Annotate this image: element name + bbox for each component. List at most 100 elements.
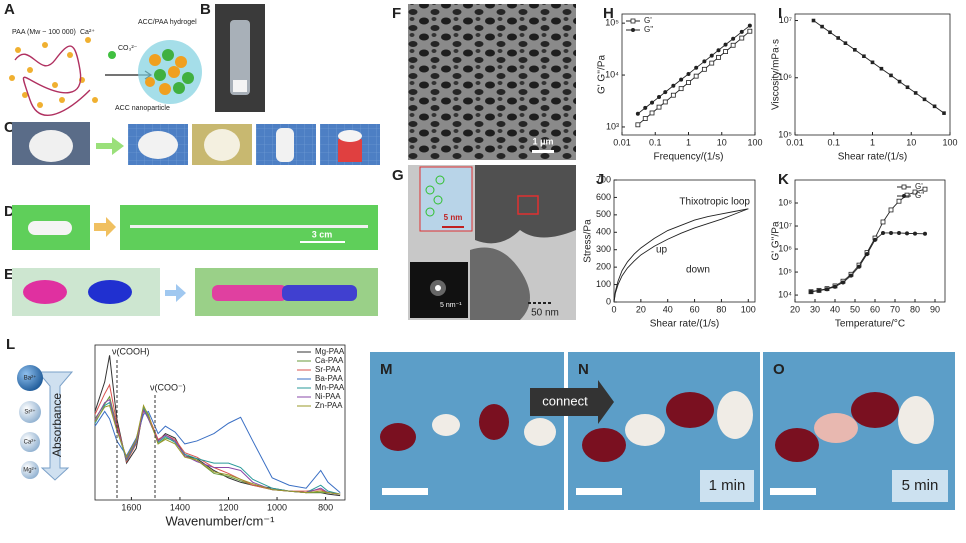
- x-tick-label: 1600: [121, 502, 141, 512]
- panel-b: B: [200, 1, 265, 112]
- vial: [230, 20, 250, 95]
- annotation: Ca²⁺: [24, 439, 37, 446]
- x-tick-label: 100: [741, 304, 756, 314]
- time-label: 5 min: [902, 477, 939, 494]
- x-tick-label: 90: [930, 304, 940, 314]
- data-point: [912, 189, 918, 195]
- legend-marker: [631, 28, 635, 32]
- x-tick-label: 10: [717, 137, 727, 147]
- annotation: Ca²⁺: [80, 29, 95, 36]
- annotation: Mg²⁺: [23, 467, 37, 474]
- y-tick-label: 10³: [606, 121, 619, 131]
- scale-label: 1 μm: [532, 136, 553, 146]
- annotation: ACC nanoparticle: [115, 105, 170, 112]
- panel-g: G 5 nm 5 nm⁻¹ 50 nm: [392, 165, 576, 320]
- annotation: CO₃²⁻: [118, 45, 138, 52]
- data-point: [942, 111, 946, 115]
- annotation: down: [686, 265, 710, 276]
- x-axis-label: Shear rate/(1/s): [838, 152, 907, 163]
- plot-frame: [613, 179, 756, 303]
- data-point: [836, 36, 840, 40]
- annotation: PAA (Mw ~ 100 000): [12, 29, 76, 36]
- x-tick-label: 1: [870, 137, 875, 147]
- data-point: [913, 91, 918, 95]
- data-point: [716, 54, 721, 60]
- arrow: [530, 380, 614, 424]
- y-tick-label: 10⁶: [778, 72, 792, 82]
- annotation: Ba²⁺: [24, 375, 37, 382]
- data-point: [889, 230, 893, 235]
- y-tick-label: 10⁸: [778, 197, 792, 207]
- data-point: [913, 231, 917, 236]
- ions: [9, 37, 98, 108]
- data-point: [747, 23, 752, 28]
- series-line: [637, 30, 751, 126]
- data-point: [662, 99, 668, 105]
- panel-m: M: [370, 352, 564, 510]
- data-point: [873, 237, 877, 242]
- data-point: [716, 48, 721, 53]
- x-tick-label: 30: [810, 304, 820, 314]
- data-point: [880, 219, 886, 225]
- x-tick-label: 0.01: [613, 137, 631, 147]
- panel-letter: I: [778, 5, 782, 22]
- data-point: [671, 83, 676, 88]
- plot-frame: [794, 13, 951, 136]
- data-point: [723, 49, 728, 54]
- panel-letter: N: [578, 361, 589, 378]
- y-axis-label: Stress/Pa: [583, 219, 594, 263]
- data-point: [739, 35, 745, 41]
- series-line: [94, 383, 341, 495]
- data-point: [709, 53, 714, 58]
- panel-a: A PAA (Mw ~ 100 000) Ca²⁺ CO₃²⁻ ACC/PAA …: [4, 1, 202, 116]
- x-tick-label: 20: [636, 304, 646, 314]
- carbonate: [108, 51, 116, 59]
- data-point: [650, 100, 655, 105]
- data-point: [747, 28, 753, 34]
- x-tick-label: 1000: [267, 502, 287, 512]
- y-tick-label: 10⁶: [778, 243, 792, 253]
- data-point: [739, 29, 744, 34]
- annotation: up: [656, 245, 668, 256]
- data-point: [825, 287, 829, 292]
- data-point: [643, 105, 648, 110]
- panel-letter: H: [603, 5, 614, 22]
- data-point: [932, 104, 937, 109]
- panel-letter: D: [4, 203, 15, 220]
- data-point: [686, 80, 691, 85]
- panel-e: E: [4, 266, 378, 316]
- data-point: [843, 41, 848, 45]
- annotation: ACC/PAA hydrogel: [138, 19, 197, 26]
- data-point: [896, 198, 902, 204]
- markers: [425, 175, 445, 217]
- series-line: [613, 208, 749, 303]
- legend-label: G': [915, 182, 923, 191]
- series-line: [813, 20, 945, 114]
- y-tick-label: 600: [596, 192, 611, 202]
- data-point: [923, 231, 927, 236]
- panel-letter: J: [596, 171, 604, 188]
- data-point: [865, 252, 869, 257]
- data-point: [686, 71, 691, 76]
- x-tick-label: 40: [830, 304, 840, 314]
- data-point: [897, 230, 901, 235]
- data-point: [730, 42, 736, 48]
- data-point: [849, 273, 853, 278]
- x-tick-label: 60: [690, 304, 700, 314]
- arrow: [36, 371, 74, 481]
- panel-o: O 5 min: [763, 352, 955, 510]
- x-tick-label: 100: [747, 137, 762, 147]
- data-point: [702, 59, 707, 64]
- x-tick-label: 0.1: [649, 137, 662, 147]
- data-point: [635, 111, 640, 116]
- nanoparticles: [145, 49, 194, 95]
- ion-legend: [17, 365, 74, 481]
- y-tick-label: 10⁵: [778, 266, 792, 276]
- data-point: [731, 36, 736, 41]
- data-point: [841, 280, 845, 285]
- legend-label: Zn-PAA: [315, 401, 343, 410]
- data-point: [922, 97, 927, 102]
- data-point: [656, 104, 662, 110]
- data-point: [879, 66, 884, 71]
